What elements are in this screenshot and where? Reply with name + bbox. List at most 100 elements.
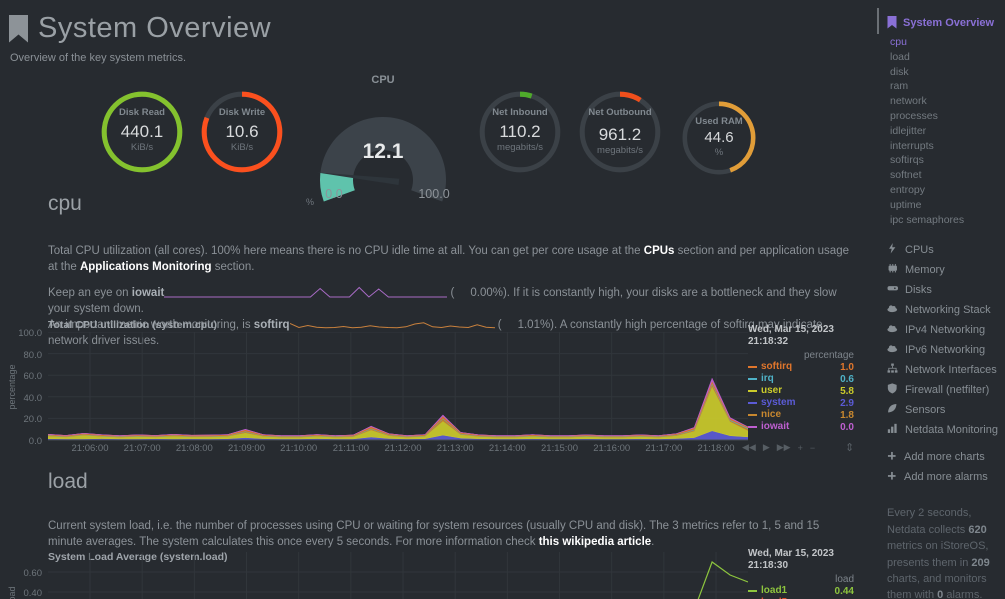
cpu-utilization-chart[interactable]: Total CPU utilization (system.cpu) percen…	[0, 316, 877, 464]
gauge-disk-write[interactable]: Disk Write 10.6 KiB/s	[200, 90, 284, 179]
legend-row-load5[interactable]: load50.17	[748, 597, 854, 599]
sidebar-item-sensors[interactable]: Sensors	[887, 400, 1005, 420]
spark-iowait	[164, 286, 448, 298]
sidebar-item-interrupts[interactable]: interrupts	[890, 139, 934, 152]
sidebar-item-ram[interactable]: ram	[890, 80, 909, 93]
load-desc-text: Current system load, i.e. the number of …	[48, 520, 820, 548]
softirq-sparkline[interactable]	[289, 319, 495, 331]
legend-row-load1[interactable]: load1 0.44	[748, 585, 854, 597]
applications-monitoring-link[interactable]: Applications Monitoring	[79, 260, 212, 273]
sidebar-overview-label: System Overview	[903, 16, 995, 29]
iowait-sparkline[interactable]	[164, 286, 448, 299]
sidebar-item-disk[interactable]: disk	[890, 65, 909, 78]
gauge-net-inbound[interactable]: Net Inbound 110.2 megabits/s	[478, 90, 562, 179]
sidebar-section-label: Netdata Monitoring	[905, 424, 998, 437]
x-tick: 21:14:00	[488, 443, 526, 454]
wikipedia-link[interactable]: this wikipedia article	[538, 535, 652, 548]
x-tick: 21:06:00	[71, 443, 109, 454]
gauge-label: Disk Write	[218, 107, 266, 119]
iowait-label: iowait	[131, 287, 165, 299]
x-tick: 21:11:00	[332, 443, 369, 454]
legend-row-user[interactable]: user 5.8	[748, 385, 854, 397]
cpu-section: cpu Total CPU utilization (all cores). 1…	[48, 192, 853, 349]
y-tick: 40.0	[23, 392, 43, 404]
sidebar-section-label: Networking Stack	[905, 304, 991, 317]
gauge-unit: %	[714, 147, 724, 159]
gauge-value: 110.2	[499, 121, 541, 141]
legend-row-iowait[interactable]: iowait 0.0	[748, 421, 854, 433]
sidebar-item-cpu[interactable]: cpu	[890, 36, 907, 48]
sidebar-item-ipc-semaphores[interactable]: ipc semaphores	[890, 213, 965, 226]
sidebar-item-memory[interactable]: Memory	[887, 260, 1005, 280]
legend-unit-header: percentage	[803, 350, 854, 361]
sidebar-action-add-more-charts[interactable]: Add more charts	[887, 447, 1005, 467]
legend-dash	[748, 366, 757, 368]
sidebar-summary: Every 2 seconds, Netdata collects 620 me…	[887, 505, 995, 599]
sidebar-item-processes[interactable]: processes	[890, 109, 938, 122]
sidebar-item-entropy[interactable]: entropy	[890, 183, 926, 196]
gauge-label: Net Inbound	[492, 107, 548, 119]
page-subtitle: Overview of the key system metrics.	[10, 52, 187, 64]
gauge-cpu[interactable]: CPU 12.1 0.0 100.0%	[298, 74, 468, 206]
zoom-in-icon[interactable]: +	[797, 442, 803, 453]
sidebar-actions: Add more charts Add more alarms	[887, 447, 1005, 487]
series-softirq	[48, 380, 748, 437]
scrollbar[interactable]	[877, 8, 879, 34]
y-tick: 80.0	[23, 349, 43, 361]
play-icon[interactable]: ▶	[762, 442, 770, 452]
cpus-link[interactable]: CPUs	[643, 245, 675, 257]
x-tick: 21:09:00	[228, 443, 265, 454]
x-tick: 21:17:00	[645, 443, 683, 454]
gauge-used-ram[interactable]: Used RAM 44.6%	[681, 100, 757, 181]
sidebar-item-network-interfaces[interactable]: Network Interfaces	[887, 360, 1005, 380]
gauge-disk-read[interactable]: Disk Read 440.1 KiB/s	[100, 90, 184, 179]
sidebar-item-softirqs[interactable]: softirqs	[890, 154, 924, 167]
x-tick: 21:08:00	[175, 443, 213, 454]
sitemap-icon	[887, 363, 898, 377]
pan-right-icon[interactable]: ▶▶	[776, 442, 791, 452]
resize-icon[interactable]: ⇕	[845, 442, 855, 454]
sidebar-item-networking-stack[interactable]: Networking Stack	[887, 300, 1005, 320]
sidebar-item-system-overview[interactable]: System Overview	[887, 16, 1005, 29]
legend-dash	[748, 590, 757, 592]
plus-icon	[887, 471, 897, 484]
gauge-net-outbound[interactable]: Net Outbound 961.2 megabits/s	[578, 90, 662, 179]
sidebar-item-uptime[interactable]: uptime	[890, 198, 922, 211]
leaf-icon	[887, 403, 898, 417]
load-average-chart[interactable]: System Load Average (system.load) load 0.6…	[0, 544, 877, 599]
cpu-note: Keep an eye on iowait ( 0.00%). If it is…	[48, 285, 853, 349]
sidebar-item-load[interactable]: load	[890, 50, 910, 63]
legend-row-system[interactable]: system 2.9	[748, 397, 854, 409]
zoom-out-icon[interactable]: −	[809, 442, 816, 453]
legend-row-softirq[interactable]: softirq 1.0	[748, 361, 854, 373]
softirq-note-text2: ( 1.01%). A constantly high percentage o…	[48, 319, 823, 347]
cpu-plot[interactable]	[48, 332, 748, 441]
sidebar-item-disks[interactable]: Disks	[887, 280, 1005, 300]
pan-left-icon[interactable]: ◀◀	[742, 442, 756, 452]
legend-series-name: iowait	[761, 421, 790, 432]
legend-date: Wed, Mar 15, 2023	[748, 324, 834, 335]
legend-row-nice[interactable]: nice 1.8	[748, 409, 854, 421]
sidebar-item-firewall-netfilter-[interactable]: Firewall (netfilter)	[887, 380, 1005, 400]
sidebar-item-idlejitter[interactable]: idlejitter	[890, 124, 927, 137]
gauge-max: 100.0	[418, 187, 449, 201]
sidebar-section-label: Network Interfaces	[905, 364, 997, 377]
legend-series-value: 0.6	[840, 373, 854, 385]
legend-date: Wed, Mar 15, 2023	[748, 548, 834, 559]
load-plot[interactable]	[48, 552, 748, 599]
cloud-icon	[887, 323, 898, 337]
legend-row-irq[interactable]: irq 0.6	[748, 373, 854, 385]
sidebar-action-add-more-alarms[interactable]: Add more alarms	[887, 467, 1005, 487]
legend-dash	[748, 414, 757, 416]
summary-metric-value: 209	[971, 556, 990, 569]
sidebar-item-cpus[interactable]: CPUs	[887, 240, 1005, 260]
sidebar-item-ipv4-networking[interactable]: IPv4 Networking	[887, 320, 1005, 340]
sidebar-item-netdata-monitoring[interactable]: Netdata Monitoring	[887, 420, 1005, 440]
sidebar-item-ipv6-networking[interactable]: IPv6 Networking	[887, 340, 1005, 360]
chart-title: System Load Average (system.load)	[48, 551, 228, 563]
sidebar-item-network[interactable]: network	[890, 95, 927, 108]
sidebar-action-label: Add more alarms	[904, 471, 988, 484]
sidebar-item-softnet[interactable]: softnet	[890, 169, 922, 182]
summary-text: Every 2 seconds, Netdata collects	[887, 507, 972, 536]
